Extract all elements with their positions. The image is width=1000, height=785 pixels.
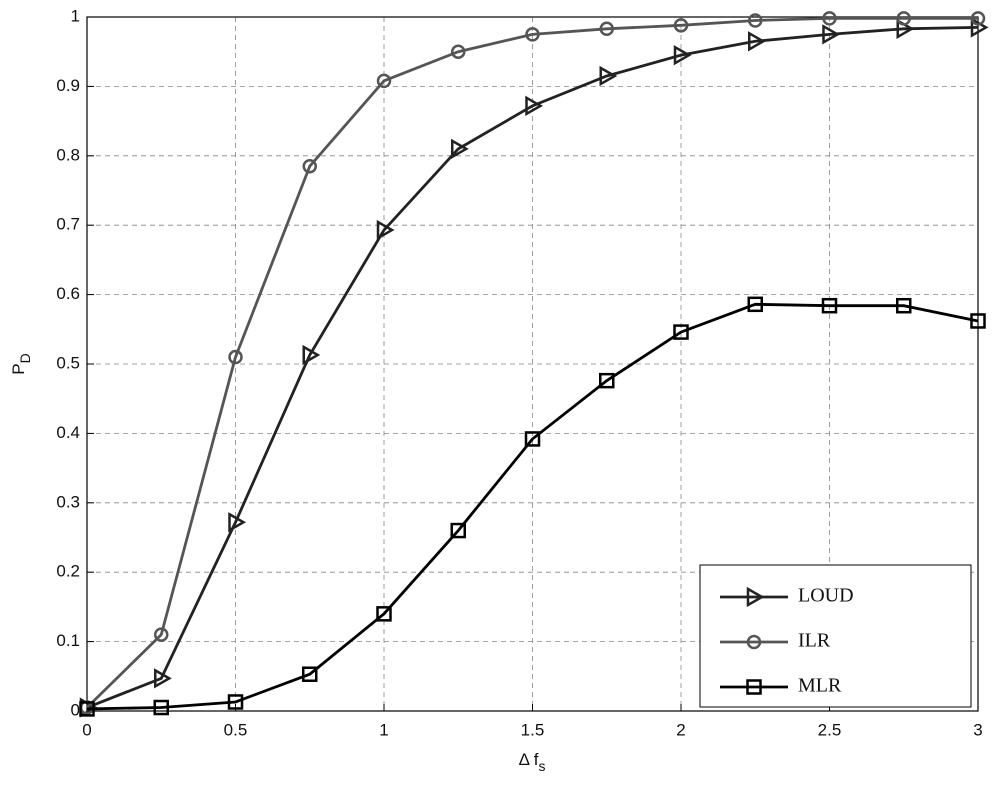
y-axis-label: PD: [9, 353, 32, 374]
marker: [599, 65, 618, 87]
legend-label: MLR: [798, 675, 842, 697]
marker: [673, 324, 689, 340]
marker: [79, 701, 95, 717]
marker: [970, 11, 986, 26]
marker: [747, 296, 763, 313]
marker: [896, 11, 911, 26]
marker: [896, 297, 912, 314]
marker: [746, 679, 762, 695]
marker: [228, 512, 247, 533]
marker: [451, 138, 469, 160]
y-tick-label: 0.8: [56, 145, 80, 164]
x-tick-label: 2: [676, 720, 685, 739]
series-line: [86, 26, 979, 709]
x-tick-label: 1.5: [521, 720, 545, 739]
marker: [302, 158, 317, 174]
x-tick-label: 1: [379, 720, 388, 739]
marker: [525, 95, 544, 116]
marker: [302, 344, 321, 366]
marker: [673, 18, 689, 33]
marker: [822, 24, 841, 45]
marker: [153, 699, 169, 716]
x-tick-label: 2.5: [818, 720, 842, 739]
y-tick-label: 0.3: [56, 492, 80, 511]
marker: [525, 27, 540, 42]
x-tick-label: 3: [973, 720, 982, 739]
y-tick-label: 0.9: [56, 76, 80, 95]
marker: [154, 627, 169, 642]
marker: [450, 522, 466, 539]
marker: [376, 606, 392, 622]
marker: [970, 313, 986, 329]
marker: [599, 372, 615, 389]
x-axis-label: Δ fs: [519, 750, 546, 773]
marker: [524, 431, 541, 447]
x-tick-label: 0: [82, 720, 91, 739]
axes-frame: [86, 16, 979, 712]
marker: [228, 349, 243, 365]
legend-label: ILR: [798, 630, 831, 652]
marker: [748, 13, 763, 28]
y-tick-label: 0.6: [56, 284, 80, 303]
legend-box: [699, 564, 972, 708]
marker: [376, 73, 392, 89]
marker: [227, 694, 244, 710]
marker: [451, 44, 466, 59]
marker: [154, 668, 172, 689]
marker: [748, 31, 766, 52]
y-tick-label: 0.7: [56, 215, 80, 234]
series-line: [86, 16, 978, 709]
y-tick-label: 1: [71, 6, 80, 25]
legend-label: LOUD: [798, 585, 854, 607]
marker: [746, 586, 765, 608]
marker: [673, 45, 692, 66]
y-tick-label: 0.4: [56, 423, 80, 442]
y-tick-label: 0.1: [56, 631, 80, 650]
marker: [376, 219, 395, 241]
marker: [746, 634, 762, 650]
marker: [822, 11, 837, 26]
x-tick-label: 0.5: [224, 720, 248, 739]
marker: [599, 21, 614, 37]
y-tick-label: 0: [71, 700, 80, 719]
y-tick-label: 0.2: [56, 562, 80, 581]
marker: [821, 297, 838, 314]
y-tick-label: 0.5: [56, 353, 80, 372]
series-line: [86, 302, 979, 711]
marker: [302, 666, 318, 682]
